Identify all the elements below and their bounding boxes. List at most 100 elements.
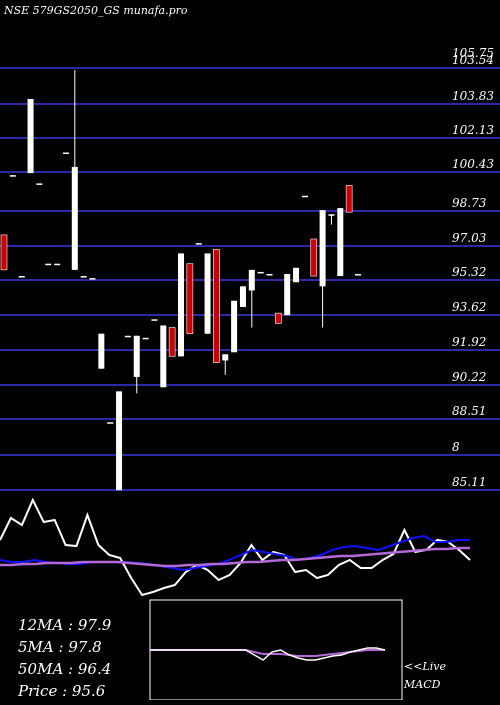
candle	[62, 152, 69, 155]
candle	[18, 276, 25, 278]
candle-body	[27, 98, 34, 174]
stat-price: Price : 95.6	[17, 682, 106, 700]
candle	[116, 391, 123, 491]
candle-body	[275, 312, 282, 324]
candle-body	[18, 276, 25, 278]
candle-body	[319, 210, 326, 287]
candle	[71, 70, 78, 270]
price-tick-label: 103.54	[452, 53, 494, 67]
macd-label-macd: MACD	[403, 678, 441, 691]
candle	[231, 300, 238, 353]
candle-body	[355, 273, 361, 276]
candle	[9, 175, 16, 177]
candle-body	[310, 238, 318, 277]
candle	[54, 263, 61, 266]
candle	[133, 335, 140, 394]
price-tick-label: 105.75	[452, 46, 494, 60]
candle-body	[89, 278, 96, 280]
candle	[142, 337, 149, 340]
candle-body	[142, 337, 149, 340]
candle-body	[195, 243, 202, 245]
candle	[36, 183, 43, 185]
candle	[222, 354, 229, 375]
candle-body	[133, 335, 140, 377]
indicator-panel	[0, 497, 471, 597]
candle-body	[231, 300, 238, 353]
candle	[168, 327, 176, 357]
candle-body	[178, 253, 184, 357]
candle-body	[337, 208, 344, 277]
candle	[178, 253, 184, 357]
indicator-blue-line	[0, 534, 470, 572]
candle	[310, 238, 318, 277]
candle-body	[45, 263, 52, 266]
candle-body	[0, 234, 8, 271]
indicator-white-line	[0, 497, 471, 597]
candle-body	[301, 195, 308, 198]
candle	[239, 286, 246, 307]
candle-body	[62, 152, 69, 155]
price-gridlines	[0, 67, 500, 491]
stat-12ma: 12MA : 97.9	[18, 616, 112, 634]
stat-50ma: 50MA : 96.4	[18, 660, 111, 678]
candle-body	[248, 269, 255, 291]
candle	[195, 243, 202, 245]
price-tick-label: 102.13	[452, 123, 494, 137]
candlesticks	[0, 70, 361, 491]
candle	[0, 234, 8, 271]
candle	[124, 335, 131, 338]
candle	[345, 185, 353, 213]
price-tick-label: 91.92	[452, 335, 486, 349]
indicator-purple-line	[0, 546, 470, 568]
candle	[160, 325, 167, 388]
candle	[328, 214, 335, 225]
macd-white-line	[150, 647, 386, 661]
stat-5ma: 5MA : 97.8	[18, 638, 102, 656]
candle-body	[116, 391, 123, 491]
candle-body	[222, 354, 229, 361]
candle-body	[328, 214, 335, 216]
candle	[301, 195, 308, 198]
price-tick-label: 103.83	[452, 89, 494, 103]
candle	[355, 273, 361, 276]
price-tick-label: 93.62	[452, 300, 486, 314]
candle-body	[257, 271, 264, 274]
candle	[248, 269, 255, 328]
macd-label-live: <<Live	[404, 660, 446, 673]
chart-title: NSE 579GS2050_GS munafa.pro	[3, 4, 188, 17]
candle	[275, 312, 282, 324]
candle	[98, 333, 105, 369]
candle	[45, 263, 52, 266]
candle-body	[284, 273, 291, 316]
candle	[293, 267, 300, 283]
candle-body	[71, 166, 78, 270]
candle	[337, 208, 344, 277]
candle	[107, 422, 114, 424]
candle-body	[213, 248, 220, 363]
candle	[284, 273, 291, 316]
candle-body	[9, 175, 16, 177]
candle	[204, 253, 211, 334]
candle	[186, 263, 194, 335]
candle-body	[293, 267, 300, 283]
candle-body	[266, 273, 273, 276]
candle-body	[160, 325, 167, 388]
price-tick-label: 95.32	[452, 265, 486, 279]
candle-body	[345, 185, 353, 213]
candle	[319, 210, 326, 328]
candle-body	[54, 263, 61, 266]
candle-body	[107, 422, 114, 424]
candle-body	[98, 333, 105, 369]
candle-body	[239, 286, 246, 307]
price-tick-label: 97.03	[452, 231, 487, 245]
candle-body	[80, 276, 87, 278]
candle-body	[186, 263, 194, 335]
candle	[151, 319, 158, 321]
candle	[213, 248, 220, 363]
candle	[266, 273, 273, 276]
candle-body	[204, 253, 211, 334]
candle	[27, 98, 34, 174]
price-tick-label: 98.73	[452, 196, 487, 210]
